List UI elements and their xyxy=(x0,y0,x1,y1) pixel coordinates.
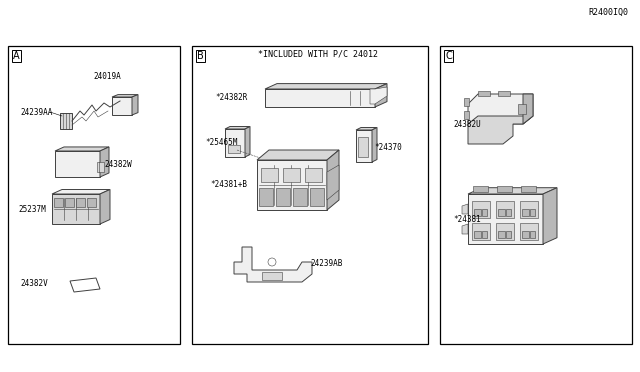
Polygon shape xyxy=(523,94,533,124)
Text: 24382W: 24382W xyxy=(104,160,132,169)
Bar xyxy=(496,223,514,240)
Text: 25237M: 25237M xyxy=(18,205,45,214)
Text: *24382R: *24382R xyxy=(215,93,248,102)
Polygon shape xyxy=(462,204,468,214)
Polygon shape xyxy=(52,194,100,224)
Polygon shape xyxy=(265,84,387,89)
Bar xyxy=(440,46,632,344)
Text: *INCLUDED WITH P/C 24012: *INCLUDED WITH P/C 24012 xyxy=(258,49,378,58)
Text: *24381: *24381 xyxy=(453,215,481,224)
Polygon shape xyxy=(257,160,327,210)
Polygon shape xyxy=(370,87,387,104)
Polygon shape xyxy=(327,150,339,210)
Text: B: B xyxy=(197,51,204,61)
Polygon shape xyxy=(245,126,250,157)
Bar xyxy=(261,168,278,182)
Bar xyxy=(464,111,469,119)
Text: R2400IQ0: R2400IQ0 xyxy=(588,8,628,17)
Bar xyxy=(482,231,487,238)
Bar xyxy=(474,231,481,238)
Bar xyxy=(472,201,490,218)
Bar xyxy=(76,198,85,207)
Polygon shape xyxy=(372,128,377,162)
Text: 24239AA: 24239AA xyxy=(20,108,52,116)
Text: A: A xyxy=(13,51,20,61)
Text: *24381+B: *24381+B xyxy=(210,180,247,189)
Polygon shape xyxy=(225,126,250,129)
Bar xyxy=(276,188,290,206)
Bar xyxy=(293,188,307,206)
Polygon shape xyxy=(100,147,109,177)
Bar xyxy=(496,201,514,218)
Bar xyxy=(506,209,511,216)
Bar xyxy=(310,188,324,206)
Polygon shape xyxy=(60,113,72,129)
Bar xyxy=(358,137,368,157)
Bar xyxy=(8,46,180,344)
Bar xyxy=(474,209,481,216)
Bar xyxy=(521,186,536,192)
Text: 24019A: 24019A xyxy=(93,71,121,80)
Polygon shape xyxy=(225,129,245,157)
Polygon shape xyxy=(52,189,110,194)
Bar xyxy=(506,231,511,238)
Polygon shape xyxy=(468,94,533,124)
Polygon shape xyxy=(265,89,375,107)
Circle shape xyxy=(268,258,276,266)
Polygon shape xyxy=(234,247,312,282)
Polygon shape xyxy=(112,97,132,115)
Polygon shape xyxy=(462,224,468,234)
Polygon shape xyxy=(100,189,110,224)
Bar xyxy=(259,188,273,206)
Polygon shape xyxy=(112,94,138,97)
Circle shape xyxy=(119,106,125,112)
Bar xyxy=(530,231,535,238)
Polygon shape xyxy=(55,151,100,177)
Bar xyxy=(520,201,538,218)
Bar xyxy=(478,91,490,96)
Polygon shape xyxy=(468,188,557,194)
Bar xyxy=(520,223,538,240)
Polygon shape xyxy=(132,94,138,115)
Polygon shape xyxy=(55,147,109,151)
Polygon shape xyxy=(356,128,377,130)
Bar xyxy=(65,198,74,207)
Polygon shape xyxy=(468,116,533,144)
Bar xyxy=(522,209,529,216)
Polygon shape xyxy=(375,84,387,107)
Bar xyxy=(482,209,487,216)
Bar xyxy=(472,223,490,240)
Bar xyxy=(498,91,510,96)
Bar xyxy=(305,168,322,182)
Text: C: C xyxy=(445,51,452,61)
Bar xyxy=(228,145,240,153)
Bar xyxy=(498,231,505,238)
Bar xyxy=(54,198,63,207)
Bar xyxy=(97,162,104,172)
Text: 24239AB: 24239AB xyxy=(310,260,342,269)
Text: *25465M: *25465M xyxy=(205,138,237,147)
Bar xyxy=(283,168,300,182)
Bar xyxy=(464,98,469,106)
Polygon shape xyxy=(257,150,339,160)
Bar xyxy=(192,46,428,344)
Bar xyxy=(262,272,282,280)
Polygon shape xyxy=(356,130,372,162)
Polygon shape xyxy=(543,188,557,244)
Polygon shape xyxy=(70,278,100,292)
Text: 24382V: 24382V xyxy=(20,279,48,289)
Bar xyxy=(522,231,529,238)
Bar xyxy=(530,209,535,216)
Bar xyxy=(87,198,96,207)
Bar xyxy=(518,104,526,114)
Text: 24382U: 24382U xyxy=(453,119,481,128)
Bar xyxy=(498,209,505,216)
Bar xyxy=(473,186,488,192)
Bar xyxy=(497,186,512,192)
Polygon shape xyxy=(327,165,339,200)
Text: *24370: *24370 xyxy=(374,142,402,151)
Polygon shape xyxy=(468,194,543,244)
